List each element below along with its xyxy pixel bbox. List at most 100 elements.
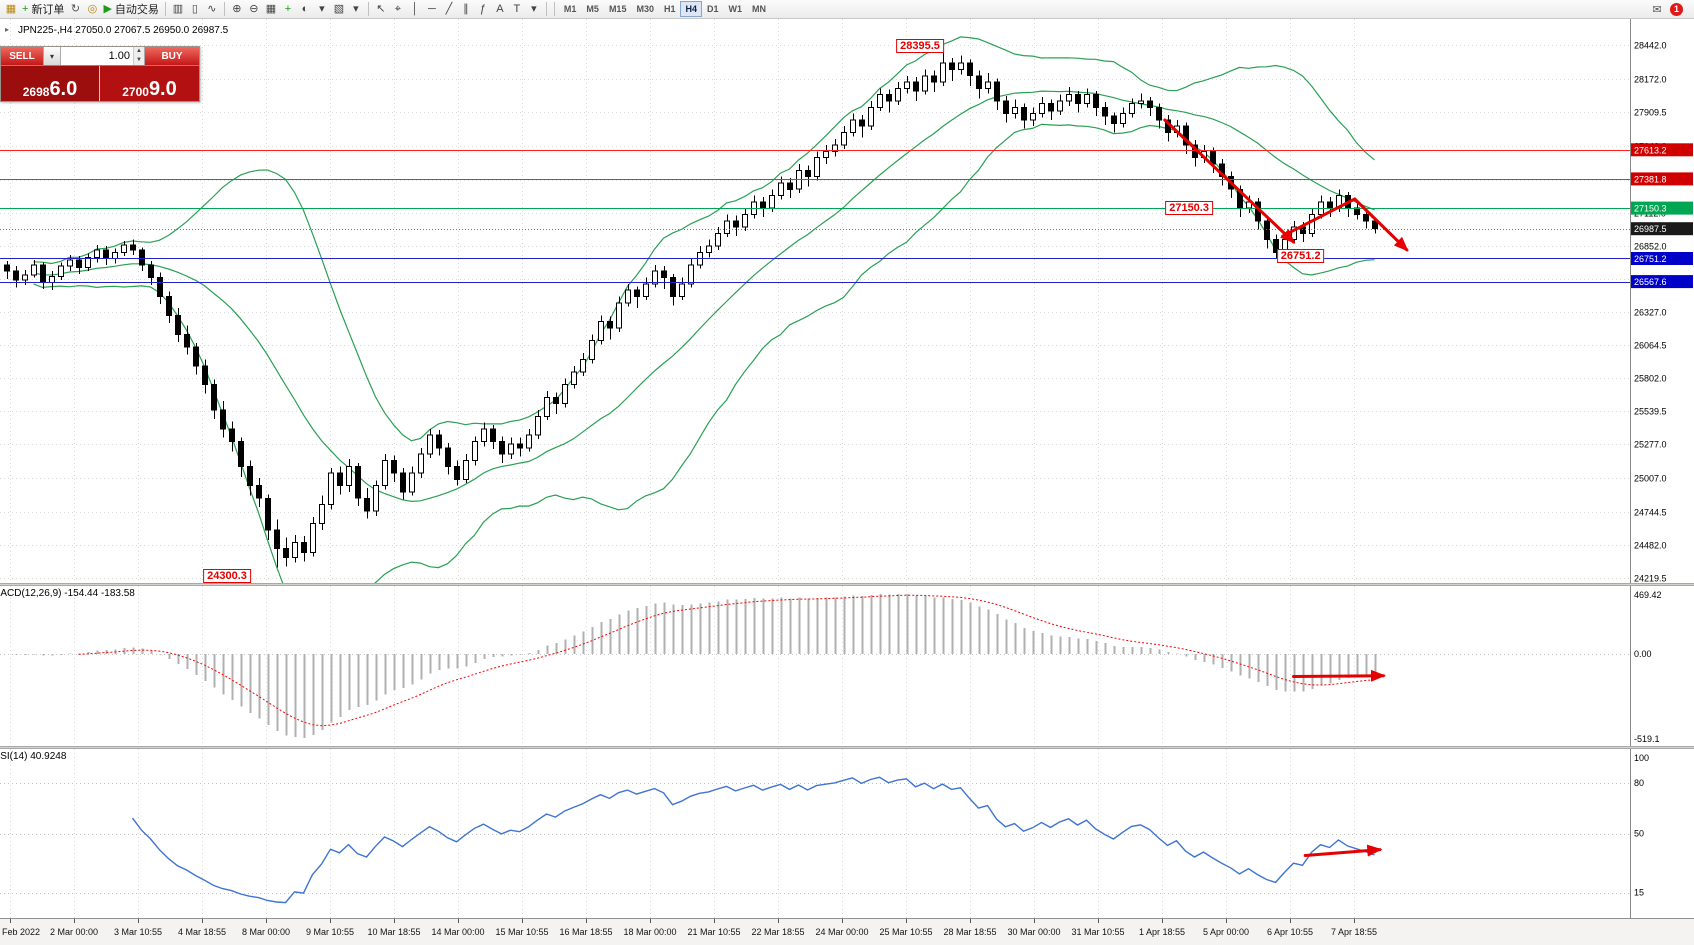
mailbox-icon[interactable]: ✉ (1652, 3, 1662, 16)
candle (616, 302, 622, 329)
price-axis-label: 27909.5 (1634, 108, 1667, 118)
label-icon[interactable]: T (513, 2, 521, 15)
timeframe-MN[interactable]: MN (752, 4, 767, 14)
buy-price[interactable]: 2700 9.0 (100, 66, 199, 101)
candle (148, 264, 154, 278)
candlestick-icon[interactable]: ▯ (191, 2, 198, 15)
sell-button[interactable]: SELL (1, 47, 43, 65)
time-tick (330, 919, 331, 923)
sell-price[interactable]: 2698 6.0 (1, 66, 100, 101)
candle (130, 244, 136, 251)
macd-canvas[interactable]: 469.42 0.00 -519.1 (0, 586, 1694, 746)
main-chart-panel: 28442.028172.027909.527642.027374.527112… (0, 19, 1694, 583)
candle (886, 94, 892, 102)
candle (823, 150, 829, 159)
candle (310, 523, 316, 553)
price-axis-label: 25007.0 (1634, 474, 1667, 484)
template-icon[interactable]: ▧ (333, 2, 345, 15)
cursor-icon[interactable]: ↖ (376, 2, 386, 15)
timeframe-D1[interactable]: D1 (707, 4, 719, 14)
stepper-down-icon[interactable]: ▼ (134, 56, 144, 65)
panel-separator[interactable] (0, 583, 1694, 586)
timeframe-M15[interactable]: M15 (608, 4, 627, 14)
add-indicator-icon[interactable]: + (284, 2, 292, 15)
time-tick (714, 919, 715, 923)
volume-input[interactable]: 1.00 (108, 50, 130, 62)
price-chart-canvas[interactable]: 28442.028172.027909.527642.027374.527112… (0, 19, 1694, 583)
candle (607, 321, 613, 329)
template-dropdown-icon[interactable]: ▾ (353, 2, 359, 15)
buy-button[interactable]: BUY (145, 47, 199, 65)
candle (1030, 113, 1036, 121)
candle (1057, 100, 1063, 112)
vertical-line-icon[interactable]: │ (411, 2, 419, 15)
shapes-dropdown-icon[interactable]: ▾ (531, 2, 537, 15)
refresh-icon[interactable]: ↻ (70, 2, 81, 15)
price-axis-marker-label: 27150.3 (1634, 204, 1667, 214)
bar-chart-icon[interactable]: ▥ (172, 2, 184, 15)
volume-dropdown-icon[interactable]: ▾ (43, 47, 61, 65)
fibonacci-icon[interactable]: ƒ (479, 2, 486, 15)
macd-panel: 469.42 0.00 -519.1 MACD(12,26,9) -154.44 -… (0, 586, 1694, 746)
candle (706, 245, 712, 253)
time-label: 4 Mar 18:55 (177, 927, 227, 937)
timeframe-H4[interactable]: H4 (680, 1, 702, 17)
volume-stepper[interactable]: ▲ ▼ (133, 47, 144, 65)
candle (283, 548, 289, 559)
time-label: 24 Mar 00:00 (815, 927, 869, 937)
price-annotation[interactable]: 27150.3 (1165, 201, 1213, 216)
channel-icon[interactable]: ∥ (463, 2, 469, 15)
candle (733, 220, 739, 228)
horizontal-line-icon[interactable]: ─ (428, 2, 436, 15)
timeframe-M1[interactable]: M1 (563, 4, 577, 14)
price-annotation[interactable]: 28395.5 (896, 39, 944, 54)
panel-separator[interactable] (0, 746, 1694, 749)
rsi-canvas[interactable]: 100 80 50 15 (0, 749, 1694, 918)
timeframe-H1[interactable]: H1 (663, 4, 676, 14)
period-icon[interactable]: ◐ (301, 2, 309, 15)
crosshair-icon[interactable]: ⌖ (394, 2, 401, 15)
time-label: 1 Apr 18:55 (1138, 927, 1186, 937)
zoom-out-icon[interactable]: ⊖ (249, 2, 259, 15)
timeframe-M5[interactable]: M5 (586, 4, 599, 14)
stepper-up-icon[interactable]: ▲ (134, 47, 144, 56)
autotrade-button[interactable]: ▶ 自动交易 (103, 2, 159, 16)
candle (463, 459, 469, 480)
chart-window-icon[interactable]: ▦ (5, 2, 17, 15)
one-click-collapse-icon[interactable]: ▸ (5, 25, 10, 34)
trend-arrow[interactable] (1281, 197, 1409, 252)
candle (958, 62, 964, 70)
candle (31, 264, 37, 276)
period-dropdown-icon[interactable]: ▾ (319, 2, 325, 15)
candle (157, 277, 163, 297)
volume-field[interactable]: 1.00 ▲ ▼ (61, 47, 145, 65)
rsi-arrow[interactable] (1303, 844, 1383, 857)
notification-badge[interactable]: 1 (1670, 2, 1683, 16)
line-chart-icon[interactable]: ∿ (207, 2, 217, 15)
candle (715, 232, 721, 247)
time-label: 3 Mar 10:55 (113, 927, 163, 937)
trend-arrow[interactable] (1163, 118, 1296, 244)
candle (220, 409, 226, 430)
zoom-in-icon[interactable]: ⊕ (232, 2, 242, 15)
candle (409, 472, 415, 493)
timeframe-M30[interactable]: M30 (636, 4, 654, 14)
macd-arrow[interactable] (1292, 669, 1386, 682)
price-annotation[interactable]: 24300.3 (203, 569, 251, 583)
candle (922, 75, 928, 92)
time-tick (394, 919, 395, 923)
alerts-icon[interactable]: ◎ (87, 2, 98, 15)
price-annotation[interactable]: 26751.2 (1276, 249, 1325, 264)
timeframe-W1[interactable]: W1 (728, 4, 743, 14)
time-axis[interactable]: Feb 2022 2 Mar 00:00 3 Mar 10:55 4 Mar 18:5… (0, 918, 1694, 945)
candle (1075, 94, 1081, 104)
text-icon[interactable]: A (496, 2, 504, 15)
tile-windows-icon[interactable]: ▦ (265, 2, 277, 15)
candle (832, 144, 838, 152)
candle (877, 94, 883, 108)
new-order-button[interactable]: + 新订单 (22, 2, 65, 16)
candle (436, 434, 442, 449)
candle (562, 384, 568, 405)
macd-label: MACD(12,26,9) -154.44 -183.58 (0, 588, 135, 599)
trendline-icon[interactable]: ╱ (445, 2, 453, 15)
